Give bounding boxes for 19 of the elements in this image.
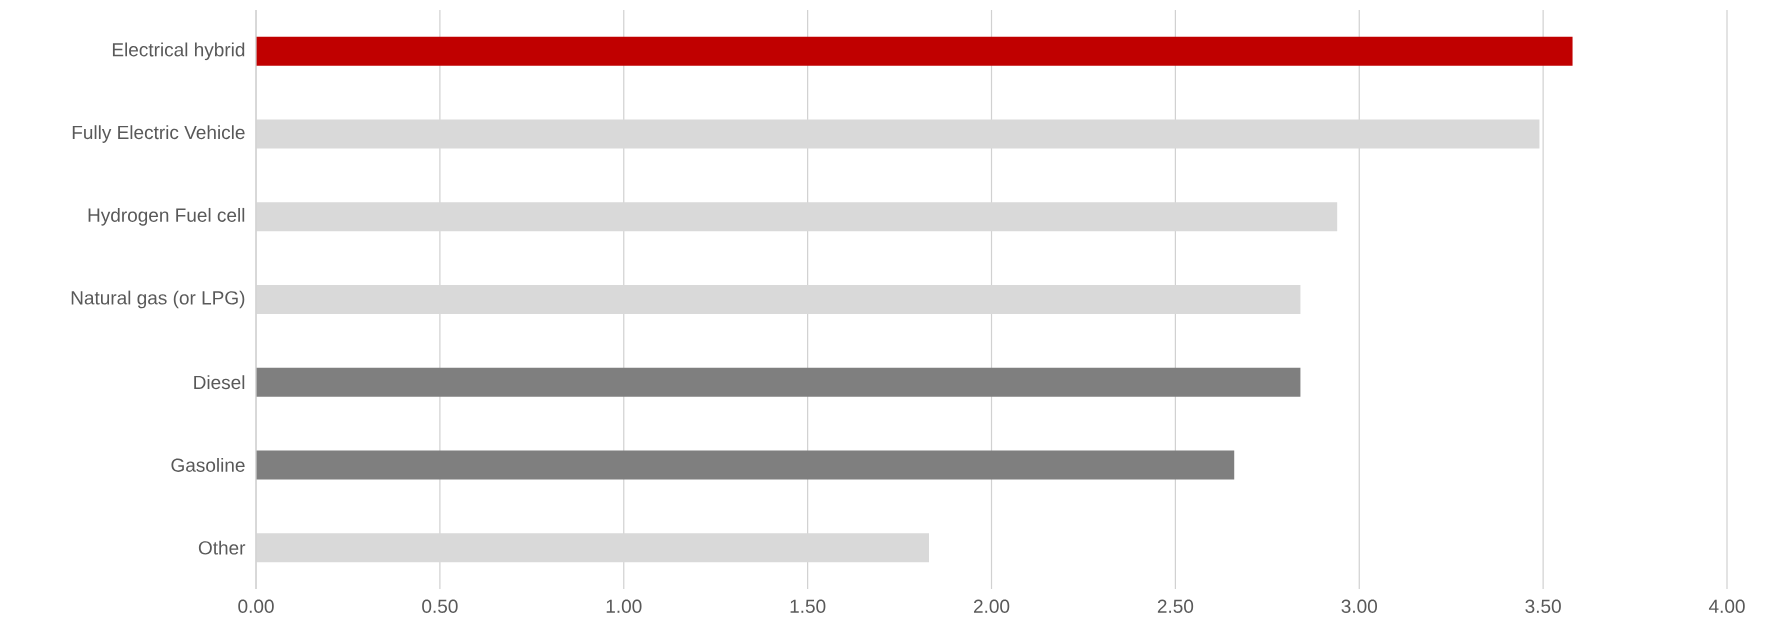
y-tick-label: Electrical hybrid [112, 42, 245, 61]
x-tick-label: 4.00 [1708, 599, 1745, 613]
x-tick-label: 2.50 [1157, 599, 1194, 613]
bar [256, 450, 1235, 480]
y-tick-label: Diesel [194, 375, 245, 390]
x-tick-label: 3.00 [1341, 599, 1378, 613]
x-tick-label: 0.00 [238, 599, 274, 613]
y-tick-label: Other [198, 540, 246, 555]
x-tick-label: 0.50 [422, 599, 458, 613]
bar [256, 367, 1301, 397]
x-tick-label: 2.00 [973, 599, 1010, 613]
x-tick-label: 1.00 [606, 599, 642, 613]
x-tick-label: 1.50 [790, 599, 826, 613]
x-tick-label: 3.50 [1525, 599, 1561, 613]
y-tick-label: Fully Electric Vehicle [72, 125, 245, 143]
bar [256, 36, 1573, 66]
y-tick-label: Hydrogen Fuel cell [88, 207, 245, 226]
y-tick-label: Natural gas (or LPG) [71, 290, 245, 309]
y-tick-label: Gasoline [171, 457, 245, 472]
